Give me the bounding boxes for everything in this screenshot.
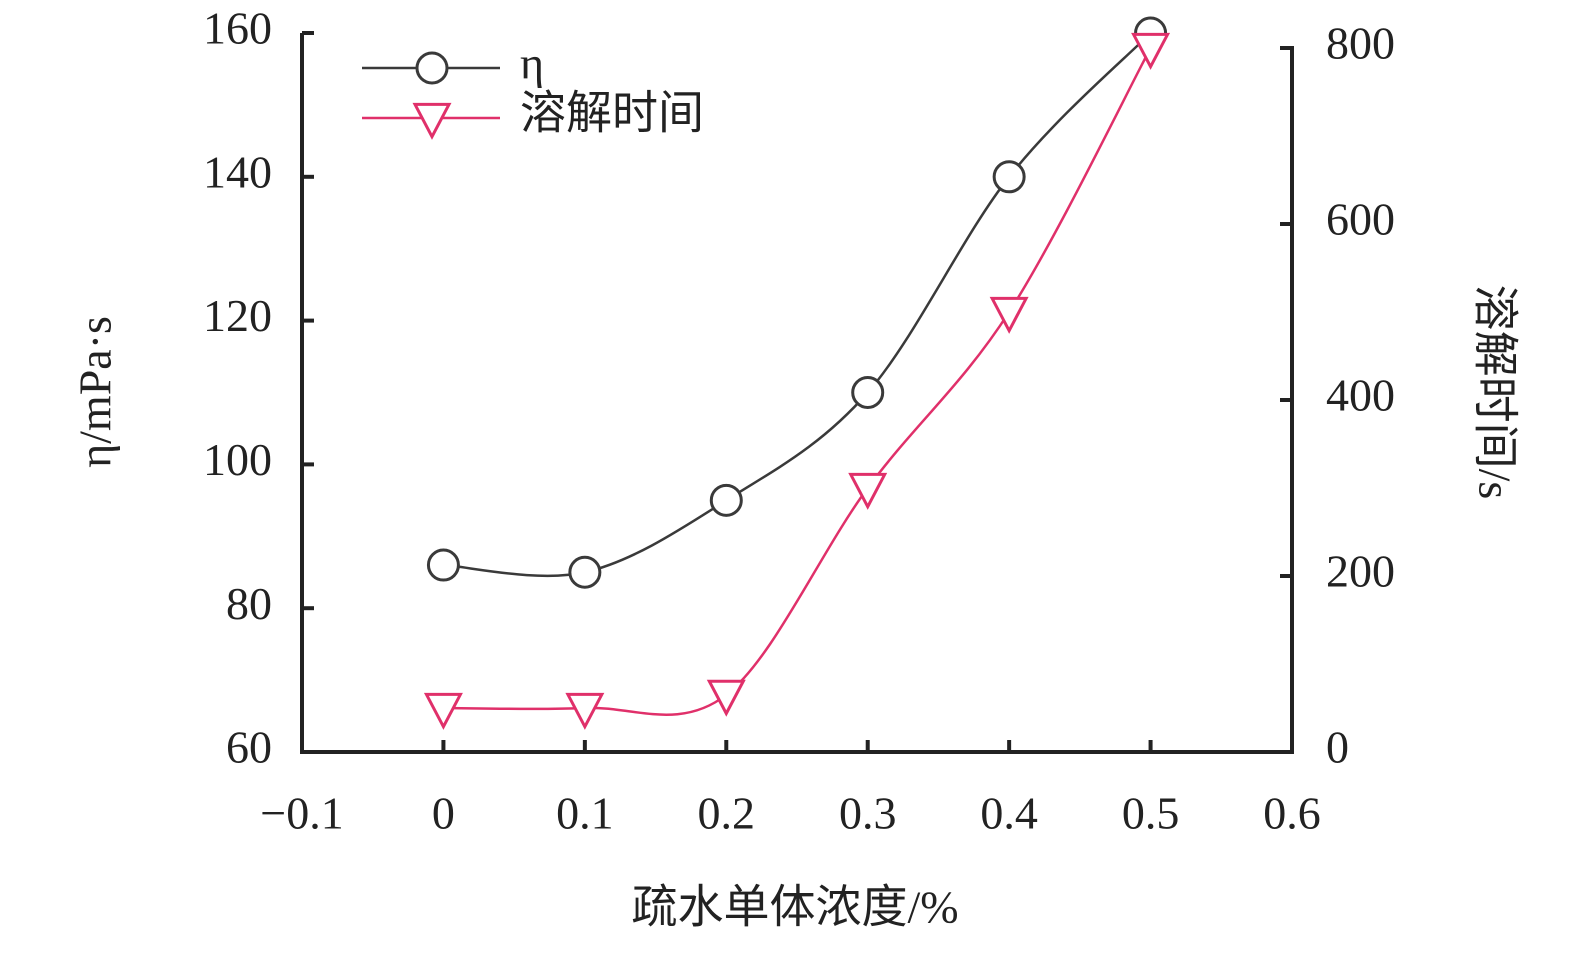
x-tick-label: 0.4 [980,788,1038,839]
marker [565,692,605,730]
series-line [443,47,1152,716]
x-axis-label: 疏水单体浓度/% [631,882,958,933]
x-tick-label: 0.1 [556,788,614,839]
x-tick-label: 0.3 [839,788,897,839]
y2-axis-label: 溶解时间/s [1469,285,1520,500]
x-tick-label: 0.5 [1122,788,1180,839]
y-tick-label: 100 [203,434,272,485]
x-tick-label: 0.6 [1263,788,1321,839]
y-tick-label: 60 [226,722,272,773]
y2-tick-label: 200 [1326,546,1395,597]
y2-tick-label: 800 [1326,18,1395,69]
y-tick-label: 140 [203,146,272,197]
marker [709,483,743,517]
marker [706,679,746,717]
marker [423,692,463,730]
marker [848,472,888,510]
y-axis-label: η/mPa·s [70,316,121,468]
axis-frame [300,33,1294,754]
y-tick-label: 80 [226,578,272,629]
y-tick-label: 160 [203,3,272,54]
marker [426,548,460,582]
marker [415,51,449,85]
x-tick-label: 0.2 [698,788,756,839]
x-tick-label: 0 [432,788,455,839]
marker [992,160,1026,194]
legend-label: η [520,38,544,89]
y2-tick-label: 0 [1326,722,1349,773]
marker [412,102,452,140]
marker [989,296,1029,334]
marker [1131,32,1171,70]
marker [568,555,602,589]
y-tick-label: 120 [203,290,272,341]
legend-label: 溶解时间 [520,88,704,139]
x-tick-label: −0.1 [260,788,343,839]
marker [851,376,885,409]
y2-tick-label: 600 [1326,194,1395,245]
y2-tick-label: 400 [1326,370,1395,421]
